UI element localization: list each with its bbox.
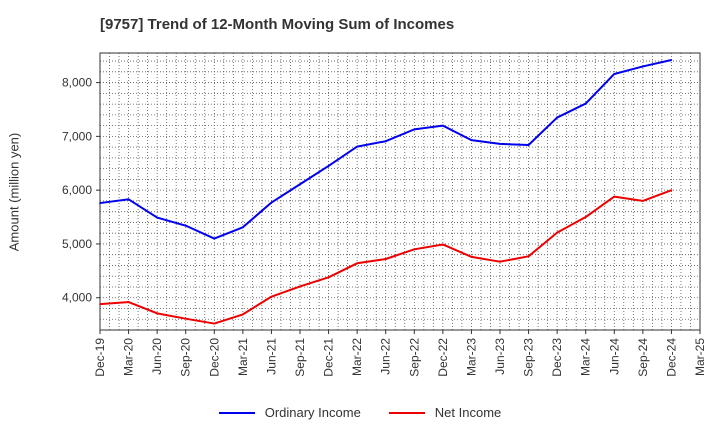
chart-title: [9757] Trend of 12-Month Moving Sum of I… xyxy=(100,16,455,33)
y-tick-label: 5,000 xyxy=(62,237,92,251)
y-tick-label: 7,000 xyxy=(62,129,92,143)
data-point-ordinary-income xyxy=(299,183,301,186)
x-tick-label: Sep-21 xyxy=(293,338,307,377)
x-tick-label: Dec-24 xyxy=(664,338,678,377)
y-tick-label: 6,000 xyxy=(62,183,92,197)
series-line-net-income xyxy=(99,189,672,325)
legend: Ordinary Income Net Income xyxy=(0,405,720,420)
x-tick-label: Dec-23 xyxy=(550,338,564,377)
data-point-ordinary-income xyxy=(242,226,244,229)
data-point-net-income xyxy=(556,231,558,234)
data-point-net-income xyxy=(213,322,216,325)
x-tick-label: Mar-21 xyxy=(236,338,250,376)
data-point-net-income xyxy=(442,243,444,246)
data-point-net-income xyxy=(499,260,501,263)
data-point-net-income xyxy=(270,295,273,298)
x-tick-label: Dec-19 xyxy=(93,338,107,377)
data-point-ordinary-income xyxy=(356,145,358,148)
x-tick-label: Jun-23 xyxy=(493,338,507,375)
x-tick-label: Mar-20 xyxy=(122,338,136,376)
y-tick-label: 4,000 xyxy=(62,291,92,305)
data-point-ordinary-income xyxy=(556,116,558,119)
legend-swatch-net-income xyxy=(388,411,425,414)
x-tick-label: Jun-24 xyxy=(607,338,621,375)
legend-label-ordinary-income: Ordinary Income xyxy=(264,405,361,420)
data-point-ordinary-income xyxy=(384,140,387,143)
legend-label-net-income: Net Income xyxy=(434,405,502,420)
x-tick-label: Dec-22 xyxy=(436,338,450,377)
tick-layer: 4,000 5,000 6,000 7,000 8,000 Dec-19 Mar-20 Jun… xyxy=(62,76,707,377)
data-point-ordinary-income xyxy=(442,124,444,127)
data-point-ordinary-income xyxy=(156,216,158,219)
data-point-ordinary-income xyxy=(527,144,530,146)
x-tick-label: Sep-24 xyxy=(636,338,650,377)
data-point-ordinary-income xyxy=(413,128,416,131)
data-point-ordinary-income xyxy=(270,201,273,204)
data-point-net-income xyxy=(613,195,616,198)
axis-layer xyxy=(99,52,701,331)
data-point-net-income xyxy=(413,248,416,251)
data-point-net-income xyxy=(384,258,387,260)
data-point-ordinary-income xyxy=(213,237,216,240)
data-point-ordinary-income xyxy=(670,59,673,61)
data-point-ordinary-income xyxy=(499,143,501,145)
series-layer xyxy=(99,59,673,325)
x-tick-label: Mar-22 xyxy=(350,338,364,376)
legend-item-ordinary-income: Ordinary Income xyxy=(218,405,361,420)
x-tick-label: Jun-22 xyxy=(379,338,393,375)
x-tick-label: Mar-23 xyxy=(464,338,478,376)
data-point-ordinary-income xyxy=(584,102,587,105)
data-point-ordinary-income xyxy=(184,224,187,227)
x-tick-label: Sep-23 xyxy=(522,338,536,377)
x-tick-label: Dec-21 xyxy=(322,338,336,377)
data-point-net-income xyxy=(670,189,673,191)
data-point-ordinary-income xyxy=(127,198,130,201)
x-tick-label: Jun-20 xyxy=(150,338,164,375)
data-point-net-income xyxy=(299,285,301,288)
y-tick-label: 8,000 xyxy=(62,76,92,90)
data-point-net-income xyxy=(584,216,587,218)
x-tick-label: Sep-20 xyxy=(179,338,193,377)
data-point-net-income xyxy=(99,303,101,305)
data-point-net-income xyxy=(156,312,158,315)
data-point-net-income xyxy=(327,276,330,279)
x-tick-label: Mar-24 xyxy=(579,338,593,376)
x-tick-label: Jun-21 xyxy=(264,338,278,375)
data-point-net-income xyxy=(242,313,244,316)
data-point-net-income xyxy=(184,317,187,320)
data-point-net-income xyxy=(527,255,530,258)
data-point-ordinary-income xyxy=(470,139,473,141)
grid-layer xyxy=(100,53,700,331)
x-tick-label: Mar-25 xyxy=(693,338,707,376)
data-point-net-income xyxy=(356,262,358,265)
legend-swatch-ordinary-income xyxy=(218,411,255,414)
x-tick-label: Dec-20 xyxy=(207,338,221,377)
data-point-net-income xyxy=(470,256,473,258)
data-point-net-income xyxy=(642,200,644,202)
legend-item-net-income: Net Income xyxy=(388,405,502,420)
data-point-net-income xyxy=(127,301,130,303)
data-point-ordinary-income xyxy=(99,202,101,204)
x-tick-label: Sep-22 xyxy=(407,338,421,377)
data-point-ordinary-income xyxy=(327,165,330,167)
data-point-ordinary-income xyxy=(642,65,644,68)
data-point-ordinary-income xyxy=(613,73,616,75)
plot-frame xyxy=(99,52,701,331)
